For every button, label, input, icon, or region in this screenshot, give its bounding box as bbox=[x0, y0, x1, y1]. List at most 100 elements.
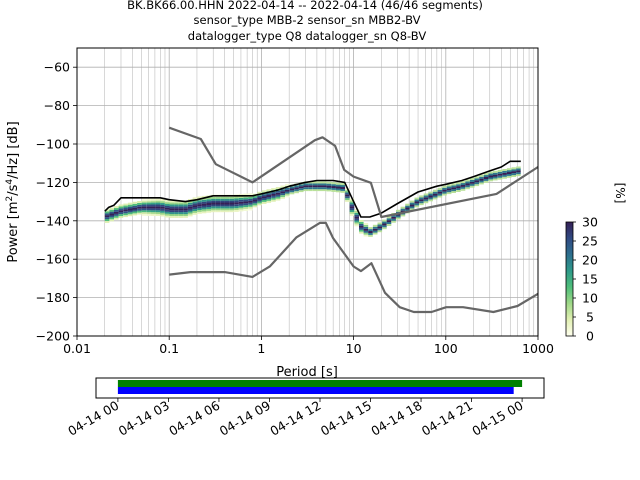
coverage-tick-label: 04-14 12 bbox=[267, 398, 323, 439]
density-bin bbox=[243, 201, 248, 204]
density-bin bbox=[155, 200, 161, 203]
colorbar-tick-label: 0 bbox=[586, 329, 594, 344]
density-bin bbox=[409, 206, 415, 209]
density-bin bbox=[104, 209, 110, 212]
density-bin bbox=[275, 192, 281, 195]
coverage-segment bbox=[117, 380, 523, 387]
density-bin bbox=[488, 171, 493, 174]
density-bin bbox=[104, 211, 110, 214]
density-bin bbox=[359, 225, 364, 228]
density-bin bbox=[215, 200, 221, 203]
density-bin bbox=[146, 214, 151, 216]
density-bin bbox=[211, 202, 216, 205]
density-bin bbox=[151, 214, 156, 216]
density-bin bbox=[183, 206, 188, 209]
density-bin bbox=[261, 196, 267, 199]
density-bin bbox=[400, 214, 406, 217]
density-bin bbox=[141, 208, 147, 211]
density-bin bbox=[502, 174, 507, 177]
density-bin bbox=[465, 183, 470, 186]
density-bin bbox=[229, 200, 235, 203]
density-bin bbox=[271, 197, 276, 200]
density-bin bbox=[354, 220, 359, 223]
density-bin bbox=[511, 171, 517, 174]
density-bin bbox=[137, 202, 142, 205]
density-bin bbox=[382, 223, 387, 226]
x-tick-label: 1000 bbox=[522, 341, 554, 356]
density-bin bbox=[188, 210, 193, 213]
density-bin bbox=[502, 172, 507, 175]
coverage-tick-label: 04-14 15 bbox=[318, 398, 374, 439]
density-bin bbox=[275, 190, 281, 193]
density-bin bbox=[502, 169, 507, 171]
density-bin bbox=[396, 217, 401, 220]
density-bin bbox=[506, 173, 512, 176]
density-bin bbox=[285, 187, 290, 190]
density-bin bbox=[317, 189, 322, 192]
density-bin bbox=[192, 201, 198, 204]
density-bin bbox=[114, 209, 119, 212]
density-bin bbox=[451, 183, 456, 186]
density-bin bbox=[331, 182, 336, 185]
density-bin bbox=[474, 180, 480, 183]
density-bin bbox=[372, 230, 378, 233]
density-bin bbox=[238, 205, 244, 208]
density-bin bbox=[234, 206, 239, 209]
density-bin bbox=[322, 181, 327, 184]
density-bin bbox=[419, 199, 424, 202]
density-bin bbox=[261, 201, 267, 204]
density-bin bbox=[197, 206, 202, 209]
density-bin bbox=[488, 175, 493, 178]
density-bin bbox=[201, 195, 207, 198]
density-bin bbox=[349, 202, 355, 205]
density-bin bbox=[234, 202, 239, 205]
density-bin bbox=[104, 215, 110, 218]
density-bin bbox=[151, 200, 156, 203]
density-bin bbox=[137, 212, 142, 215]
density-bin bbox=[317, 181, 322, 184]
density-bin bbox=[206, 206, 212, 209]
density-bin bbox=[275, 187, 281, 189]
density-bin bbox=[164, 204, 170, 206]
density-bin bbox=[188, 200, 193, 203]
density-bin bbox=[114, 211, 119, 214]
density-bin bbox=[238, 201, 244, 204]
density-bin bbox=[446, 190, 452, 193]
density-bin bbox=[169, 214, 175, 216]
density-bin bbox=[363, 232, 369, 235]
density-bin bbox=[188, 202, 193, 205]
density-bin bbox=[252, 197, 258, 200]
density-bin bbox=[252, 203, 258, 206]
density-bin bbox=[409, 208, 415, 211]
density-bin bbox=[451, 187, 456, 190]
density-bin bbox=[238, 209, 244, 212]
density-bin bbox=[271, 192, 276, 194]
density-bin bbox=[243, 193, 248, 196]
density-bin bbox=[354, 214, 359, 217]
density-bin bbox=[479, 176, 484, 179]
density-bin bbox=[493, 172, 498, 175]
density-bin bbox=[132, 211, 138, 214]
density-bin bbox=[335, 188, 341, 191]
density-bin bbox=[224, 210, 230, 213]
density-bin bbox=[322, 189, 327, 192]
density-bin bbox=[197, 209, 202, 212]
density-bin bbox=[479, 174, 484, 177]
density-bin bbox=[335, 186, 341, 189]
density-bin bbox=[377, 226, 383, 229]
density-bin bbox=[234, 200, 239, 203]
density-bin bbox=[497, 173, 503, 176]
density-bin bbox=[502, 176, 507, 179]
density-bin bbox=[506, 168, 512, 171]
y-tick-label: −120 bbox=[36, 175, 70, 190]
density-bin bbox=[160, 199, 165, 202]
density-bin bbox=[285, 193, 290, 196]
density-bin bbox=[354, 212, 359, 215]
density-bin bbox=[243, 203, 248, 206]
density-bin bbox=[114, 213, 119, 216]
density-bin bbox=[229, 206, 235, 209]
density-bin bbox=[169, 202, 175, 205]
density-bin bbox=[160, 206, 165, 209]
density-bin bbox=[298, 190, 304, 193]
density-bin bbox=[469, 179, 475, 182]
